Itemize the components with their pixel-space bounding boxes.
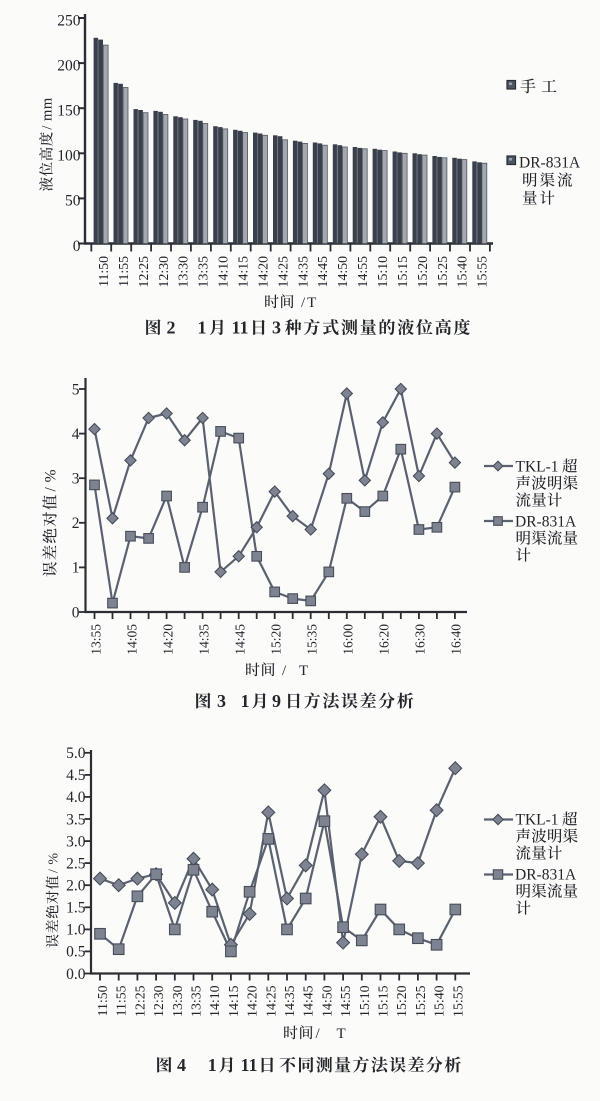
svg-text:TKL-1: TKL-1 [516, 812, 559, 829]
svg-text:15:20: 15:20 [269, 624, 284, 655]
svg-text:250: 250 [57, 12, 81, 29]
svg-text:4.0: 4.0 [66, 789, 86, 806]
svg-text:14:20: 14:20 [160, 624, 175, 655]
svg-text:14:45: 14:45 [233, 624, 248, 655]
svg-text:150: 150 [57, 103, 81, 120]
svg-text:4: 4 [72, 426, 80, 443]
svg-text:100: 100 [57, 148, 81, 165]
svg-text:15:25: 15:25 [413, 985, 428, 1017]
svg-text:/ %: / % [47, 852, 62, 873]
svg-text:15:55: 15:55 [450, 985, 465, 1017]
svg-text:14:35: 14:35 [196, 624, 211, 655]
svg-text:12:30: 12:30 [151, 985, 166, 1017]
svg-text:15:25: 15:25 [435, 256, 450, 288]
svg-text:1.0: 1.0 [66, 922, 86, 939]
svg-text:2.5: 2.5 [66, 855, 86, 872]
svg-text:14:35: 14:35 [282, 985, 297, 1017]
svg-text:1: 1 [208, 1055, 217, 1075]
svg-text:11:55: 11:55 [114, 985, 129, 1016]
svg-text:TKL-1: TKL-1 [516, 459, 559, 476]
svg-text:14:20: 14:20 [255, 256, 270, 288]
svg-text:15:20: 15:20 [415, 256, 430, 288]
svg-text:14:05: 14:05 [124, 624, 139, 655]
svg-text:3: 3 [272, 318, 281, 338]
svg-text:1: 1 [198, 318, 207, 338]
svg-text:12:30: 12:30 [156, 256, 171, 288]
svg-text:14:55: 14:55 [338, 985, 353, 1017]
svg-text:2: 2 [167, 318, 176, 338]
svg-text:14:25: 14:25 [263, 985, 278, 1017]
svg-text:15:15: 15:15 [376, 985, 391, 1017]
svg-text:14:45: 14:45 [315, 256, 330, 288]
svg-text:15:10: 15:10 [357, 985, 372, 1017]
svg-text:/: / [282, 663, 287, 679]
svg-text:14:10: 14:10 [216, 256, 231, 288]
svg-text:12:25: 12:25 [132, 985, 147, 1017]
svg-text:14:15: 14:15 [236, 256, 251, 288]
svg-text:15:10: 15:10 [375, 256, 390, 288]
svg-text:16:00: 16:00 [341, 624, 356, 655]
svg-text:14:20: 14:20 [245, 985, 260, 1017]
svg-text:1.5: 1.5 [66, 900, 86, 917]
svg-text:3: 3 [72, 471, 80, 488]
svg-text:9: 9 [272, 691, 281, 711]
svg-text:/T: /T [301, 295, 318, 311]
svg-text:/: / [316, 1026, 321, 1042]
svg-text:T: T [337, 1026, 346, 1042]
svg-text:11: 11 [241, 1055, 258, 1075]
svg-text:14:25: 14:25 [275, 256, 290, 288]
svg-text:3.5: 3.5 [66, 811, 86, 828]
svg-text:3: 3 [217, 691, 226, 711]
svg-text:1: 1 [72, 560, 80, 577]
svg-text:16:20: 16:20 [377, 624, 392, 655]
svg-text:11:55: 11:55 [116, 256, 131, 287]
svg-text:0.0: 0.0 [66, 966, 86, 983]
svg-text:/ %: / % [43, 469, 60, 492]
svg-text:5.0: 5.0 [66, 745, 86, 762]
svg-text:200: 200 [57, 57, 81, 74]
svg-text:14:50: 14:50 [319, 985, 334, 1017]
svg-text:16:40: 16:40 [449, 624, 464, 655]
svg-text:2.0: 2.0 [66, 878, 86, 895]
svg-text:13:30: 13:30 [176, 256, 191, 288]
svg-text:15:40: 15:40 [432, 985, 447, 1017]
svg-text:14:45: 14:45 [301, 985, 316, 1017]
svg-text:11:50: 11:50 [96, 256, 111, 287]
svg-text:13:35: 13:35 [196, 256, 211, 288]
svg-text:T: T [299, 663, 308, 679]
svg-text:15:35: 15:35 [305, 624, 320, 655]
svg-text:14:35: 14:35 [295, 256, 310, 288]
svg-text:15:20: 15:20 [394, 985, 409, 1017]
svg-text:0: 0 [72, 604, 80, 621]
svg-text:14:10: 14:10 [207, 985, 222, 1017]
svg-text:16:30: 16:30 [413, 624, 428, 655]
svg-text:3.0: 3.0 [66, 833, 86, 850]
svg-text:DR-831A: DR-831A [515, 514, 577, 531]
svg-text:13:35: 13:35 [189, 985, 204, 1017]
svg-text:11: 11 [232, 318, 249, 338]
svg-text:4.5: 4.5 [66, 767, 86, 784]
svg-text:2: 2 [72, 515, 80, 532]
svg-text:14:55: 14:55 [355, 256, 370, 288]
svg-text:1: 1 [241, 691, 250, 711]
svg-text:DR-831A: DR-831A [519, 155, 581, 172]
svg-text:0.5: 0.5 [66, 944, 86, 961]
svg-text:/ mm: / mm [40, 97, 56, 129]
svg-text:12:25: 12:25 [136, 256, 151, 288]
svg-text:13:55: 13:55 [88, 624, 103, 655]
svg-text:15:40: 15:40 [455, 256, 470, 288]
svg-text:14:15: 14:15 [226, 985, 241, 1017]
svg-text:13:30: 13:30 [170, 985, 185, 1017]
svg-text:4: 4 [177, 1055, 186, 1075]
svg-text:5: 5 [72, 381, 80, 398]
svg-text:11:50: 11:50 [95, 985, 110, 1016]
svg-text:50: 50 [65, 193, 81, 210]
svg-text:15:15: 15:15 [395, 256, 410, 288]
svg-text:14:50: 14:50 [335, 256, 350, 288]
svg-text:0: 0 [73, 238, 81, 255]
svg-text:15:55: 15:55 [475, 256, 490, 288]
svg-text:DR-831A: DR-831A [515, 867, 577, 884]
